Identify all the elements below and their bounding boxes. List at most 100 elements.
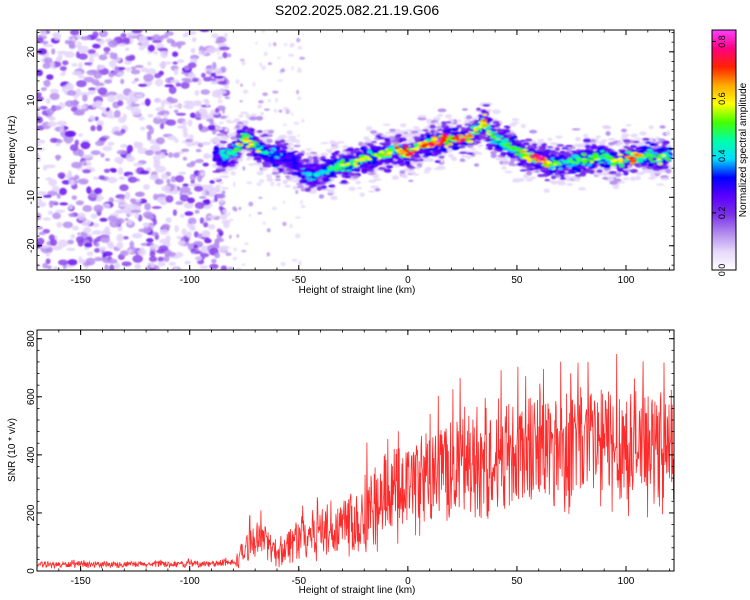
noise-blob bbox=[262, 221, 266, 225]
ridge-blob bbox=[546, 146, 554, 149]
ridge-blob bbox=[498, 132, 507, 135]
noise-blob bbox=[81, 104, 87, 110]
noise-blob bbox=[80, 141, 91, 150]
ridge-blob bbox=[248, 163, 255, 166]
ridge-blob bbox=[570, 150, 578, 153]
ridge-blob bbox=[305, 152, 312, 157]
ridge-blob bbox=[284, 175, 291, 178]
noise-blob bbox=[168, 86, 177, 95]
noise-blob bbox=[157, 261, 166, 267]
noise-blob bbox=[154, 73, 162, 79]
noise-blob bbox=[74, 139, 80, 146]
noise-blob bbox=[297, 45, 303, 50]
noise-blob bbox=[267, 62, 272, 65]
ridge-blob bbox=[554, 146, 561, 152]
noise-blob bbox=[203, 154, 214, 158]
noise-blob bbox=[37, 226, 43, 230]
ridge-blob bbox=[559, 150, 566, 154]
ridge-blob bbox=[541, 143, 547, 146]
noise-blob bbox=[182, 156, 187, 161]
ridge-blob bbox=[450, 127, 457, 131]
noise-blob bbox=[241, 250, 247, 253]
noise-blob bbox=[153, 193, 158, 201]
noise-blob bbox=[50, 238, 58, 247]
noise-blob bbox=[280, 261, 286, 267]
ridge-blob bbox=[297, 185, 304, 189]
noise-blob bbox=[273, 108, 278, 113]
ridge-blob bbox=[320, 163, 327, 167]
noise-blob bbox=[154, 78, 164, 87]
noise-blob bbox=[49, 92, 60, 101]
ridge-blob bbox=[602, 125, 611, 130]
noise-blob bbox=[215, 186, 221, 193]
ridge-blob bbox=[388, 136, 397, 140]
noise-blob bbox=[69, 144, 79, 152]
noise-blob bbox=[139, 198, 147, 204]
ridge-blob bbox=[433, 167, 441, 170]
noise-blob bbox=[198, 196, 207, 199]
ridge-blob bbox=[495, 157, 502, 161]
noise-blob bbox=[72, 99, 79, 108]
noise-blob bbox=[187, 197, 195, 204]
ridge-blob bbox=[307, 156, 314, 160]
ridge-blob bbox=[256, 170, 264, 176]
noise-blob bbox=[48, 178, 57, 187]
ridge-blob bbox=[363, 136, 370, 141]
ridge-blob bbox=[614, 178, 622, 182]
noise-blob bbox=[62, 60, 69, 66]
noise-blob bbox=[62, 221, 73, 229]
ridge-blob bbox=[370, 185, 379, 189]
ridge-blob bbox=[419, 133, 426, 138]
noise-blob bbox=[120, 250, 129, 257]
noise-blob bbox=[82, 205, 93, 212]
ridge-blob bbox=[278, 168, 284, 173]
ridge-blob bbox=[494, 124, 500, 128]
ridge-blob bbox=[448, 153, 454, 158]
noise-blob bbox=[124, 191, 131, 200]
ridge-blob bbox=[527, 148, 536, 153]
ridge-blob bbox=[404, 163, 411, 167]
noise-blob bbox=[78, 178, 89, 185]
noise-blob bbox=[182, 127, 188, 135]
ridge-blob bbox=[578, 187, 586, 191]
noise-blob bbox=[168, 105, 173, 109]
ridge-blob bbox=[366, 142, 374, 147]
ridge-blob bbox=[220, 187, 229, 190]
noise-blob bbox=[300, 204, 306, 209]
ridge-blob bbox=[286, 130, 293, 136]
noise-blob bbox=[232, 256, 237, 261]
noise-blob bbox=[138, 83, 148, 87]
ridge-blob bbox=[661, 143, 667, 147]
noise-blob bbox=[59, 72, 66, 76]
noise-blob bbox=[235, 267, 242, 270]
noise-blob bbox=[107, 94, 116, 103]
noise-blob bbox=[57, 172, 66, 179]
ridge-blob bbox=[659, 125, 666, 129]
ridge-blob bbox=[362, 166, 371, 169]
ridge-blob bbox=[400, 130, 407, 133]
ridge-blob bbox=[389, 128, 396, 132]
noise-blob bbox=[59, 125, 64, 132]
ridge-blob bbox=[357, 187, 362, 190]
ridge-blob bbox=[312, 181, 320, 185]
ridge-blob bbox=[480, 136, 489, 140]
noise-blob bbox=[166, 251, 176, 257]
ridge-blob bbox=[275, 175, 281, 179]
ridge-blob bbox=[412, 173, 420, 176]
ridge-blob bbox=[511, 118, 520, 122]
ridge-blob bbox=[305, 187, 311, 192]
noise-blob bbox=[57, 239, 68, 248]
noise-blob bbox=[104, 51, 110, 55]
noise-blob bbox=[187, 62, 197, 69]
noise-blob bbox=[179, 194, 189, 202]
noise-blob bbox=[109, 264, 115, 270]
ridge-blob bbox=[424, 166, 432, 171]
ridge-blob bbox=[566, 148, 572, 153]
noise-blob bbox=[140, 67, 149, 73]
ridge-blob bbox=[328, 184, 336, 188]
noise-blob bbox=[147, 61, 152, 66]
noise-blob bbox=[244, 242, 249, 246]
noise-blob bbox=[153, 50, 158, 55]
noise-blob bbox=[297, 67, 301, 71]
noise-blob bbox=[135, 93, 144, 98]
